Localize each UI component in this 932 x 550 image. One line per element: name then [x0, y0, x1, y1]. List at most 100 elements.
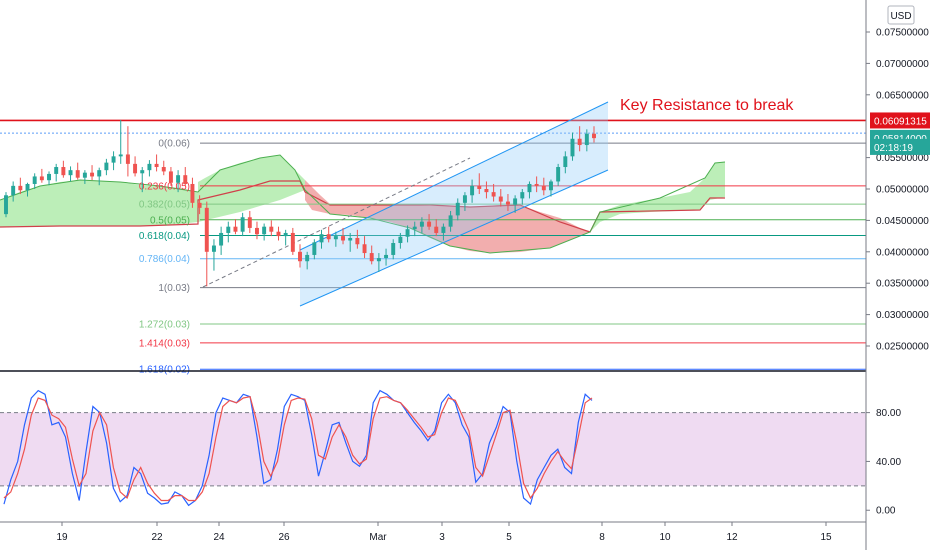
fib-level-label: 0.236(0.05) [139, 181, 190, 192]
candle-body [419, 221, 424, 227]
candle-body [556, 167, 561, 182]
price-tick-label: 0.04000000 [876, 247, 929, 258]
candle-body [477, 185, 482, 189]
candle-body [434, 226, 439, 233]
candle-body [133, 163, 138, 174]
candle-body [4, 195, 8, 215]
candle-body [398, 236, 403, 244]
fibonacci-levels: 0(0.06) 0.236(0.05) 0.382(0.05) 0.5(0.05) 0.… [139, 139, 866, 376]
candle-body [204, 207, 209, 252]
candle-body [405, 229, 410, 237]
time-tick-label: 26 [278, 532, 290, 543]
candle-body [592, 133, 596, 139]
fib-level-label: 1(0.03) [158, 283, 190, 294]
candle-body [154, 163, 159, 168]
candle-body [226, 226, 231, 233]
candle-body [341, 236, 345, 241]
candle-body [211, 245, 216, 252]
candle-body [125, 154, 130, 164]
candle-body [326, 234, 331, 240]
ichimoku-cloud [0, 154, 726, 254]
candle-body [262, 226, 267, 235]
fib-level-label: 1.618(0.02) [139, 365, 190, 376]
stochastic-panel [0, 389, 866, 507]
fib-level-label: 0.382(0.05) [139, 200, 190, 211]
candlestick-series [4, 119, 596, 287]
candle-body [233, 226, 238, 232]
candle-body [269, 226, 274, 232]
stochastic-band [0, 412, 866, 486]
candle-body [54, 167, 59, 174]
candle-body [541, 185, 546, 191]
candle-body [47, 173, 51, 181]
fib-level-label: 0.786(0.04) [139, 254, 190, 265]
candle-body [520, 192, 525, 199]
time-tick-label: Mar [369, 532, 387, 543]
leading-span-line [0, 154, 726, 254]
candle-body [290, 232, 295, 252]
candle-body [412, 226, 417, 230]
time-axis[interactable]: 19 22 24 26 Mar 3 5 8 10 12 15 [56, 522, 832, 543]
candle-body [75, 170, 80, 178]
channel-upper-line[interactable] [299, 101, 609, 251]
candle-body [319, 234, 324, 243]
trend-dashed-line[interactable] [202, 157, 471, 288]
channel-lower-line[interactable] [299, 169, 609, 307]
candle-body [61, 167, 66, 176]
candle-body [376, 258, 381, 262]
candle-body [348, 237, 353, 241]
candle-body [549, 181, 553, 191]
key-levels [0, 119, 866, 134]
price-tick-label: 0.04500000 [876, 216, 929, 227]
candle-body [25, 183, 30, 191]
candle-body [255, 227, 259, 235]
candle-body [118, 154, 123, 157]
candle-body [484, 189, 489, 193]
stochastic-tick-label: 0.00 [876, 506, 896, 517]
candle-body [11, 185, 16, 196]
time-tick-label: 10 [659, 532, 671, 543]
candle-body [32, 176, 37, 184]
candle-body [176, 175, 181, 183]
price-badge [870, 138, 930, 155]
candle-body [39, 176, 44, 181]
price-tick-label: 0.03000000 [876, 310, 929, 321]
candle-body [68, 170, 73, 176]
candle-body [455, 202, 460, 216]
price-tick-label: 0.07500000 [876, 28, 929, 39]
ascending-channel[interactable] [202, 101, 609, 307]
candle-body [527, 183, 532, 193]
stochastic-axis[interactable]: 0.00 40.00 80.00 [866, 408, 901, 517]
fib-level-label: 0(0.06) [158, 139, 190, 150]
candle-body [104, 162, 109, 171]
time-tick-label: 15 [820, 532, 832, 543]
price-axis[interactable]: 0.07500000 0.07000000 0.06500000 0.05500000… [866, 28, 929, 353]
fib-level-label: 0.5(0.05) [150, 215, 190, 226]
candle-body [190, 183, 195, 203]
candle-body [498, 196, 503, 202]
candle-body [305, 254, 310, 262]
candle-body [90, 172, 95, 177]
time-tick-label: 3 [439, 532, 445, 543]
fib-level-label: 1.414(0.03) [139, 338, 190, 349]
candle-body [462, 195, 467, 203]
candle-body [219, 232, 224, 246]
candle-body [161, 167, 166, 172]
candle-body [298, 251, 302, 262]
price-tick-label: 0.07000000 [876, 59, 929, 70]
candle-body [147, 163, 152, 171]
price-badge-label: 02:18:19 [874, 143, 913, 154]
candle-body [82, 172, 87, 178]
key-resistance-annotation[interactable]: Key Resistance to break [620, 97, 794, 114]
time-tick-label: 8 [599, 532, 605, 543]
currency-button[interactable] [887, 5, 915, 25]
stochastic-tick-label: 40.00 [876, 457, 901, 468]
candle-body [18, 185, 23, 191]
candle-body [168, 171, 173, 183]
candle-body [384, 254, 389, 259]
candle-body [563, 156, 568, 168]
candle-body [312, 242, 317, 255]
candle-body [140, 170, 145, 174]
